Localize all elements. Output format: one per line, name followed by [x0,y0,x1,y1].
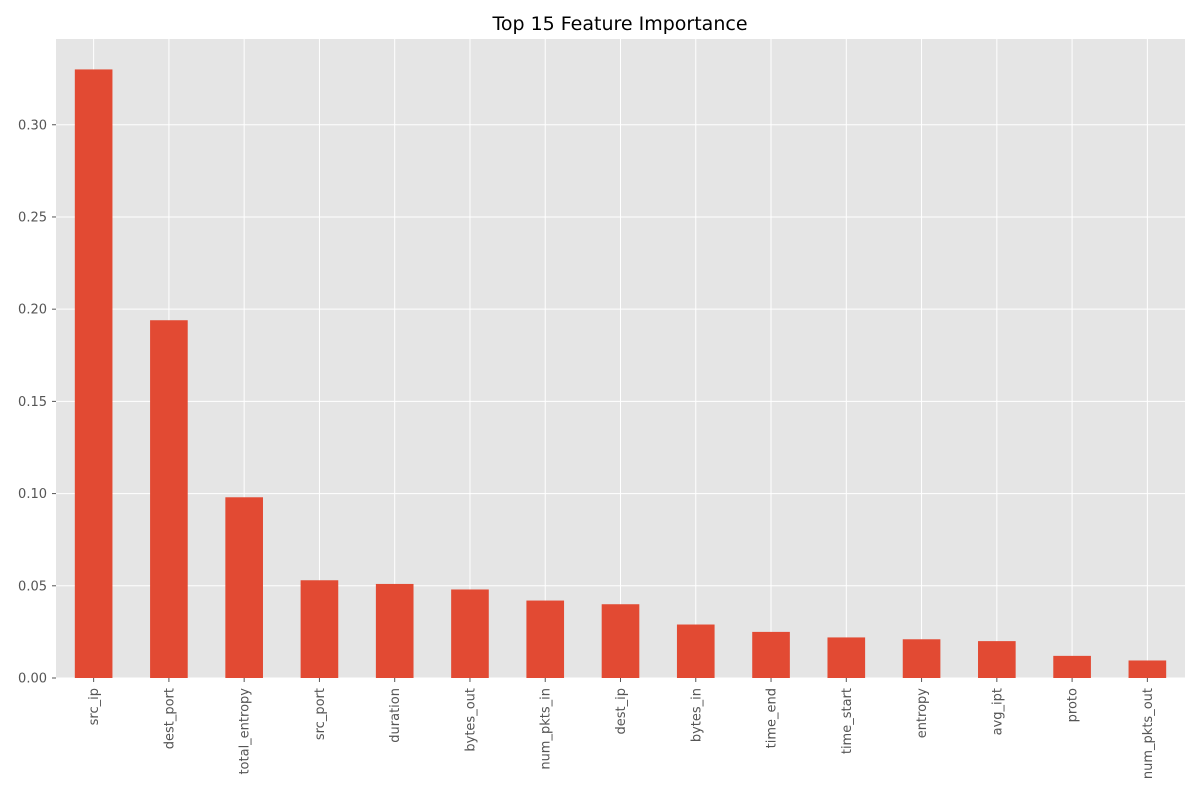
bar-bytes-in [676,624,715,678]
bar-num-pkts-in [526,600,565,678]
x-tick-label: bytes_out [463,688,478,752]
y-tick-label: 0.20 [18,303,47,318]
x-axis-ticks: src_ip dest_port total_entropy src_port dura… [87,678,1156,779]
chart-title: Top 15 Feature Importance [491,13,747,35]
y-tick-label: 0.30 [18,118,47,133]
x-tick-label: src_port [313,688,328,740]
x-tick-label: dest_port [162,688,177,749]
bar-avg-ipt [978,641,1016,678]
bar-duration [375,583,414,678]
bar-bytes-out [451,589,489,678]
grid-lines [56,39,1185,679]
bar-src-ip [74,69,113,678]
x-tick-label: avg_ipt [990,688,1005,735]
bar-src-port [300,580,339,678]
x-tick-label: num_pkts_in [539,688,554,770]
x-tick-label: num_pkts_out [1141,688,1156,779]
bar-dest-port [150,320,188,678]
x-tick-label: time_end [765,688,780,748]
bar-time-start [827,637,866,678]
y-tick-label: 0.00 [18,672,47,687]
x-tick-label: dest_ip [614,688,629,734]
bar-dest-ip [601,604,640,678]
y-tick-label: 0.15 [18,395,47,410]
bars [74,69,1167,678]
x-tick-label: total_entropy [238,688,253,775]
x-tick-label: src_ip [87,688,102,725]
y-tick-label: 0.25 [18,210,47,225]
bar-num-pkts-out [1128,660,1167,678]
y-tick-label: 0.10 [18,487,47,502]
y-axis-ticks: 0.00 0.05 0.10 0.15 0.20 0.25 0.30 [18,118,56,687]
x-tick-label: duration [388,688,403,743]
x-tick-label: time_start [840,688,855,754]
y-tick-label: 0.05 [18,579,47,594]
x-tick-label: proto [1066,688,1081,722]
bar-entropy [902,639,941,678]
x-tick-label: bytes_in [689,688,704,742]
bar-proto [1053,655,1091,678]
bar-time-end [752,631,790,678]
x-tick-label: entropy [915,688,930,739]
bar-total-entropy [225,497,263,678]
